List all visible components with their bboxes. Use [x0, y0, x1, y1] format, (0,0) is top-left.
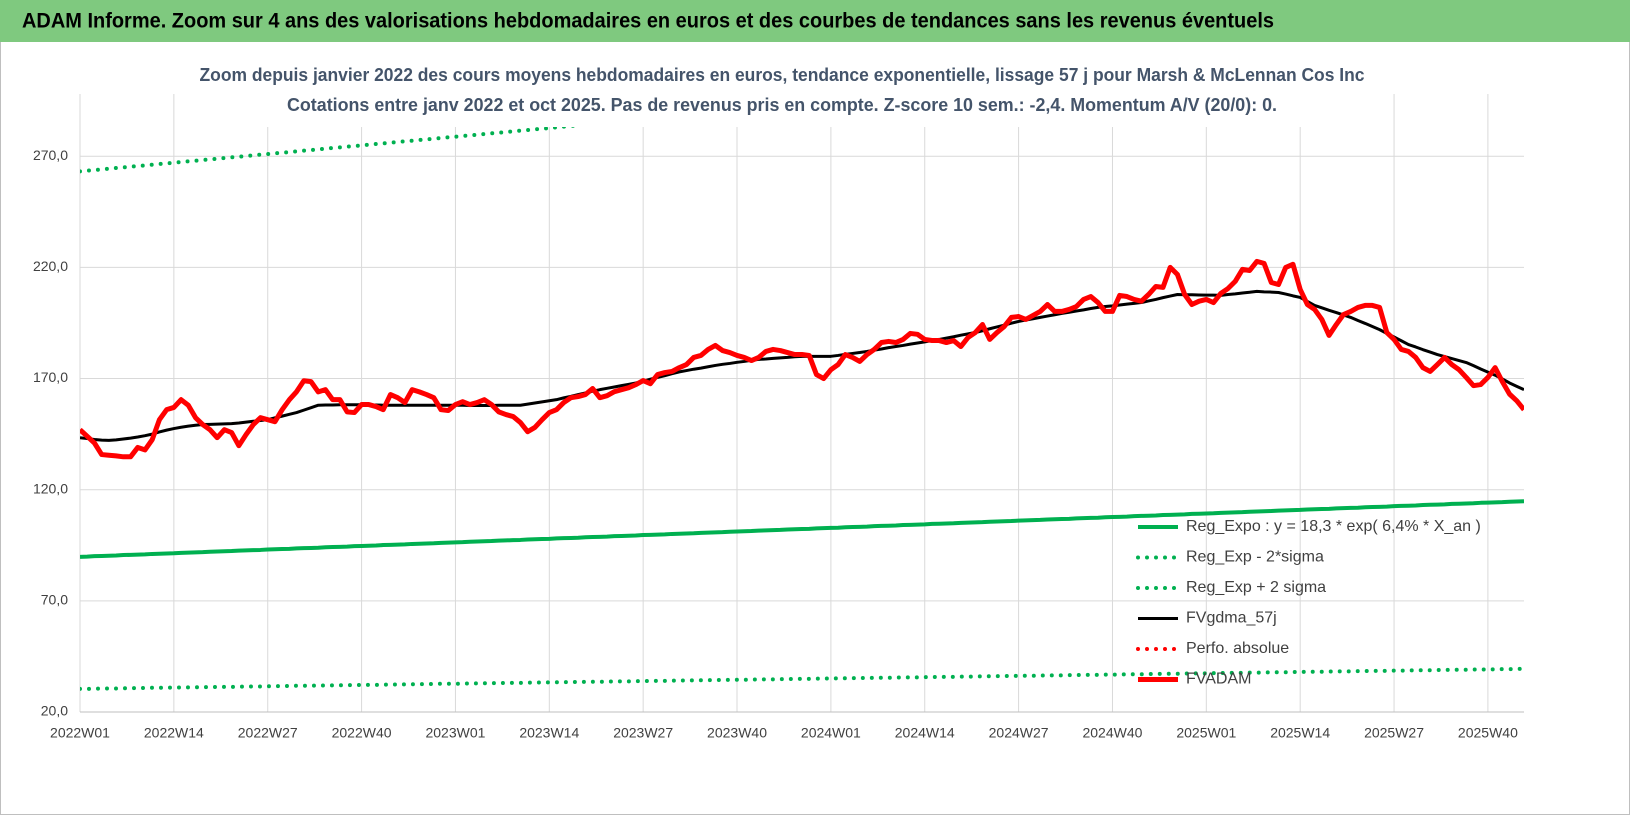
x-tick-label: 2023W14	[519, 725, 579, 741]
plot	[80, 94, 1524, 691]
legend-label: Reg_Exp - 2*sigma	[1186, 549, 1324, 566]
y-tick-label: 20,0	[41, 703, 68, 719]
header-title: ADAM Informe. Zoom sur 4 ans des valoris…	[22, 10, 1274, 33]
x-tick-label: 2024W40	[1082, 725, 1142, 741]
x-tick-label: 2025W14	[1270, 725, 1330, 741]
y-tick-label: 120,0	[33, 480, 68, 496]
axes: 20,0 70,0 120,0 170,0 220,0 270,0 2022W01 2022W…	[33, 147, 1524, 741]
x-tick-label: 2025W01	[1176, 725, 1236, 741]
y-tick-label: 270,0	[33, 147, 68, 163]
legend: Reg_Expo : y = 18,3 * exp( 6,4% * X_an )…	[1136, 518, 1481, 688]
header-bar	[0, 0, 1630, 42]
legend-label: Reg_Exp + 2 sigma	[1186, 579, 1326, 596]
series-line	[80, 499, 1524, 559]
y-tick-label: 70,0	[41, 592, 68, 608]
x-tick-label: 2022W27	[238, 725, 298, 741]
x-tick-label: 2025W40	[1458, 725, 1518, 741]
legend-label: FVADAM	[1186, 671, 1251, 688]
x-tick-label: 2022W40	[332, 725, 392, 741]
x-tick-label: 2024W14	[895, 725, 955, 741]
series-line	[80, 94, 940, 174]
legend-label: Reg_Expo : y = 18,3 * exp( 6,4% * X_an )	[1186, 518, 1481, 535]
legend-label: Perfo. absolue	[1186, 640, 1289, 657]
x-tick-label: 2022W01	[50, 725, 110, 741]
chart-title: Zoom depuis janvier 2022 des cours moyen…	[200, 65, 1365, 85]
x-tick-label: 2023W27	[613, 725, 673, 741]
series-line	[80, 258, 1524, 460]
y-tick-label: 220,0	[33, 258, 68, 274]
y-tick-label: 170,0	[33, 369, 68, 385]
legend-label: FVgdma_57j	[1186, 610, 1277, 627]
x-tick-label: 2024W27	[989, 725, 1049, 741]
title-box	[195, 58, 1370, 127]
chart-subtitle: Cotations entre janv 2022 et oct 2025. P…	[287, 95, 1277, 115]
x-tick-label: 2023W40	[707, 725, 767, 741]
x-tick-label: 2022W14	[144, 725, 204, 741]
grid	[79, 94, 1524, 713]
x-tick-label: 2023W01	[425, 725, 485, 741]
x-tick-label: 2024W01	[801, 725, 861, 741]
x-tick-label: 2025W27	[1364, 725, 1424, 741]
